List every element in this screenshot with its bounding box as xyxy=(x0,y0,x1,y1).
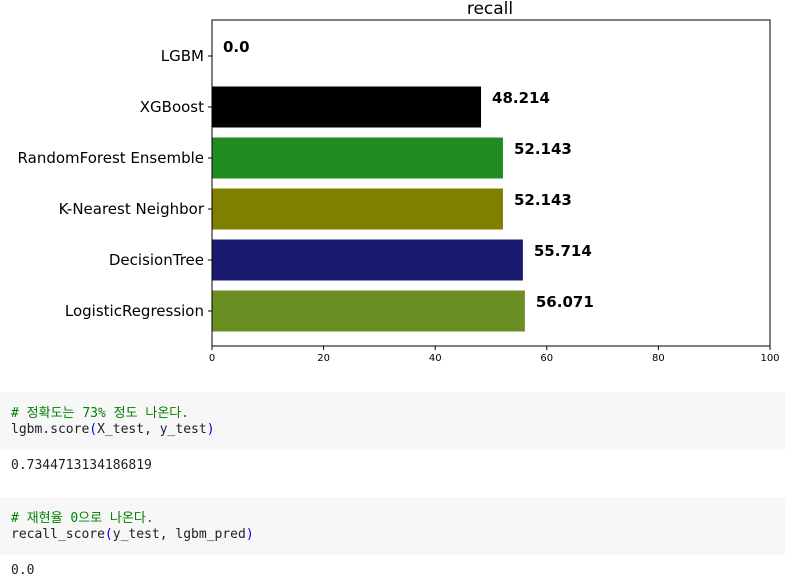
bar-decisiontree xyxy=(212,239,523,281)
code-arguments: y_test, lgbm_pred xyxy=(112,527,246,542)
category-label: RandomForest Ensemble xyxy=(18,149,204,167)
data-label: 0.0 xyxy=(223,38,250,56)
output-value: 0.0 xyxy=(11,563,35,578)
bar-randomforest-ensemble xyxy=(212,137,503,179)
category-label: XGBoost xyxy=(140,98,204,116)
x-tick-label: 40 xyxy=(429,353,442,364)
category-label: DecisionTree xyxy=(109,251,204,269)
output-value: 0.7344713134186819 xyxy=(11,458,152,473)
code-line: recall_score(y_test, lgbm_pred) xyxy=(11,527,254,542)
category-label: K-Nearest Neighbor xyxy=(59,200,205,218)
bar-logisticregression xyxy=(212,290,525,332)
code-cell-recall[interactable]: # 재현율 0으로 나온다. recall_score(y_test, lgbm… xyxy=(0,497,785,555)
x-tick-label: 20 xyxy=(317,353,330,364)
category-label: LGBM xyxy=(161,47,204,65)
data-label: 52.143 xyxy=(514,140,572,158)
output-cell-recall: 0.0 xyxy=(0,555,785,582)
bar-xgboost xyxy=(212,86,482,128)
x-tick-label: 80 xyxy=(652,353,665,364)
x-tick-label: 0 xyxy=(209,353,215,364)
recall-bar-chart: recall LogisticRegression 56.071 DecisionT… xyxy=(18,0,780,364)
bar-k-nearest-neighbor xyxy=(212,188,503,230)
data-label: 52.143 xyxy=(514,191,572,209)
data-label: 56.071 xyxy=(536,293,594,311)
data-label: 55.714 xyxy=(534,242,592,260)
code-comment: # 정확도는 73% 정도 나온다. xyxy=(11,406,190,421)
code-function: recall_score xyxy=(11,527,105,542)
category-label: LogisticRegression xyxy=(65,302,204,320)
code-function: lgbm.score xyxy=(11,422,90,437)
x-tick-label: 60 xyxy=(540,353,553,364)
x-tick-label: 100 xyxy=(760,353,779,364)
output-cell-accuracy: 0.7344713134186819 xyxy=(0,450,785,496)
code-arguments: X_test, y_test xyxy=(97,422,207,437)
data-label: 48.214 xyxy=(492,89,550,107)
code-line: lgbm.score(X_test, y_test) xyxy=(11,422,215,437)
chart-title: recall xyxy=(467,0,513,19)
code-comment: # 재현율 0으로 나온다. xyxy=(11,511,154,526)
plot-frame xyxy=(211,19,771,347)
code-cell-accuracy[interactable]: # 정확도는 73% 정도 나온다. lgbm.score(X_test, y_… xyxy=(0,392,785,450)
